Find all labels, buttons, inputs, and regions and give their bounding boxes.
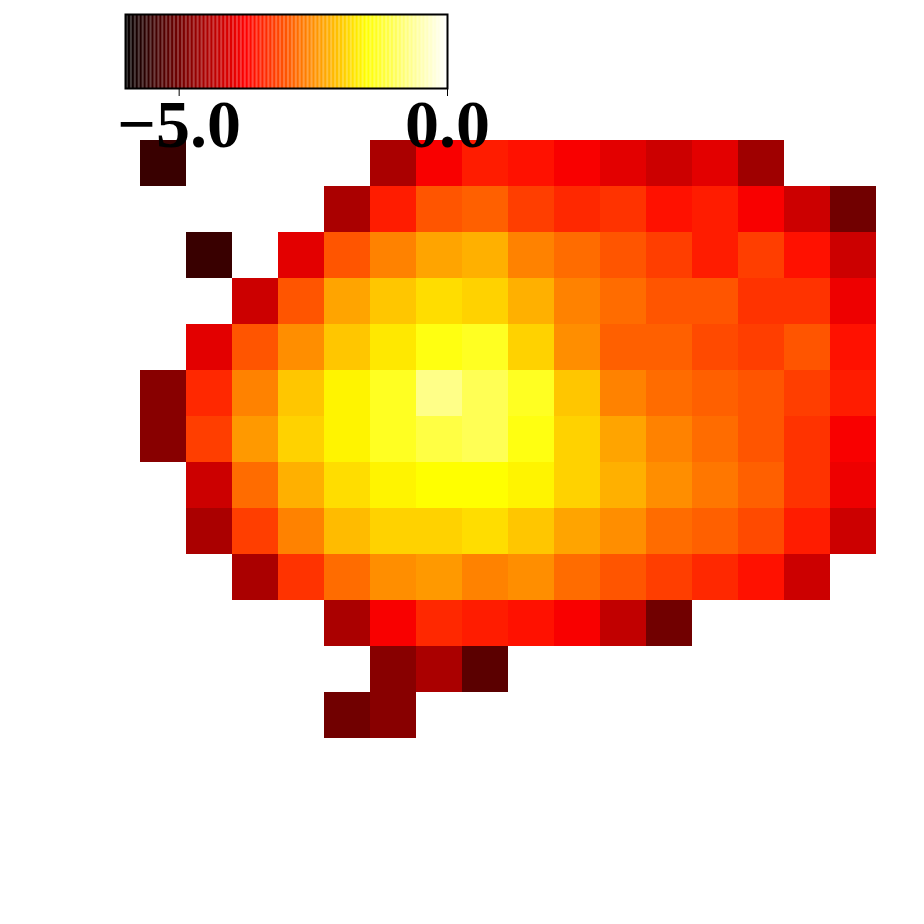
svg-text:0.0: 0.0 <box>405 86 490 162</box>
svg-text:−5.0: −5.0 <box>117 86 241 162</box>
